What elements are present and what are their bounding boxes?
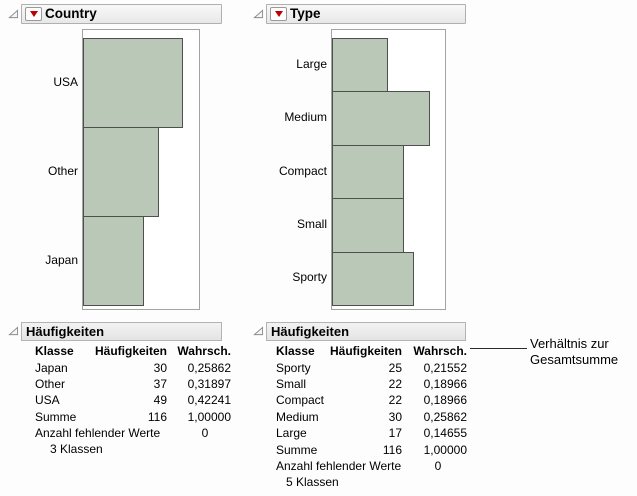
cell-prob: 0,25862 [187,361,231,375]
cell-count: 30 [153,361,167,375]
cell-count: 37 [153,377,167,391]
cell-count: 116 [147,410,167,424]
col-klasse: Klasse [276,344,315,358]
cell-count: 17 [388,426,402,440]
section-header-freq-country: Häufigkeiten [21,322,222,341]
histogram-type [331,29,446,310]
disclosure-triangle-type[interactable] [253,9,264,19]
axis-label-sporty: Sporty [292,270,327,285]
cell-klasse: USA [35,393,60,407]
cell-prob: 0,14655 [423,426,467,440]
panel-header-type: Type [266,4,466,24]
col-wahrsch: Wahrsch. [177,344,231,358]
cell-count: 25 [388,361,402,375]
cell-count: 30 [388,410,402,424]
panel-title-country: Country [45,6,97,21]
cell-prob: 0,42241 [187,393,231,407]
col-wahrsch: Wahrsch. [413,344,467,358]
red-triangle-menu-type[interactable] [270,7,287,21]
histogram-bar-small[interactable] [332,198,404,253]
cell-prob: 0,21552 [423,361,467,375]
histogram-bar-medium[interactable] [332,91,430,146]
axis-label-usa: USA [53,74,78,89]
cell-klasse: Large [276,426,307,440]
levels-text: 3 Klassen [50,442,103,456]
cell-klasse: Japan [35,361,68,375]
histogram-country [82,29,200,310]
annotation-line2: Gesamtsumme [530,352,619,367]
callout-line [470,348,527,349]
axis-label-compact: Compact [278,163,327,178]
axis-label-other: Other [47,163,78,178]
cell-count: 22 [388,377,402,391]
histogram-bar-usa[interactable] [83,38,183,128]
histogram-bar-compact[interactable] [332,144,404,200]
disclosure-triangle-freq-country[interactable] [8,326,19,336]
histogram-bar-large[interactable] [332,38,388,93]
section-title: Häufigkeiten [271,324,350,339]
axis-label-medium: Medium [284,110,327,125]
section-header-freq-type: Häufigkeiten [266,322,466,341]
cell-klasse: Other [35,377,66,391]
red-triangle-menu-country[interactable] [25,7,42,21]
cell-count: 49 [153,393,167,407]
missing-value: 0 [201,426,209,440]
annotation-text: Verhältnis zur Gesamtsumme [530,336,618,368]
cell-klasse: Small [276,377,307,391]
panel-title-type: Type [290,6,321,21]
cell-prob: 0,25862 [423,410,467,424]
cell-prob: 1,00000 [423,443,467,457]
col-haeufigkeiten: Häufigkeiten [94,344,167,358]
axis-label-japan: Japan [45,252,78,267]
cell-klasse: Medium [276,410,319,424]
cell-klasse: Sporty [276,361,311,375]
red-triangle-icon [274,11,283,17]
histogram-bar-sporty[interactable] [332,251,414,306]
missing-label: Anzahl fehlender Werte [276,459,402,473]
cell-prob: 0,18966 [423,377,467,391]
cell-count: 116 [382,443,402,457]
disclosure-triangle-freq-type[interactable] [253,326,264,336]
cell-prob: 1,00000 [187,410,231,424]
cell-klasse: Summe [276,443,318,457]
red-triangle-icon [29,11,38,17]
col-klasse: Klasse [35,344,74,358]
axis-label-large: Large [296,56,327,71]
missing-value: 0 [434,459,442,473]
cell-klasse: Compact [276,393,325,407]
cell-prob: 0,31897 [187,377,231,391]
missing-label: Anzahl fehlender Werte [35,426,161,440]
histogram-bar-other[interactable] [83,127,159,217]
cell-klasse: Summe [35,410,77,424]
cell-count: 22 [388,393,402,407]
axis-label-small: Small [296,216,327,231]
annotation-line1: Verhältnis zur [530,336,609,351]
col-haeufigkeiten: Häufigkeiten [329,344,402,358]
disclosure-triangle-country[interactable] [8,9,19,19]
section-title: Häufigkeiten [26,324,105,339]
panel-header-country: Country [21,4,222,24]
histogram-bar-japan[interactable] [83,216,144,306]
levels-text: 5 Klassen [286,475,339,489]
cell-prob: 0,18966 [423,393,467,407]
